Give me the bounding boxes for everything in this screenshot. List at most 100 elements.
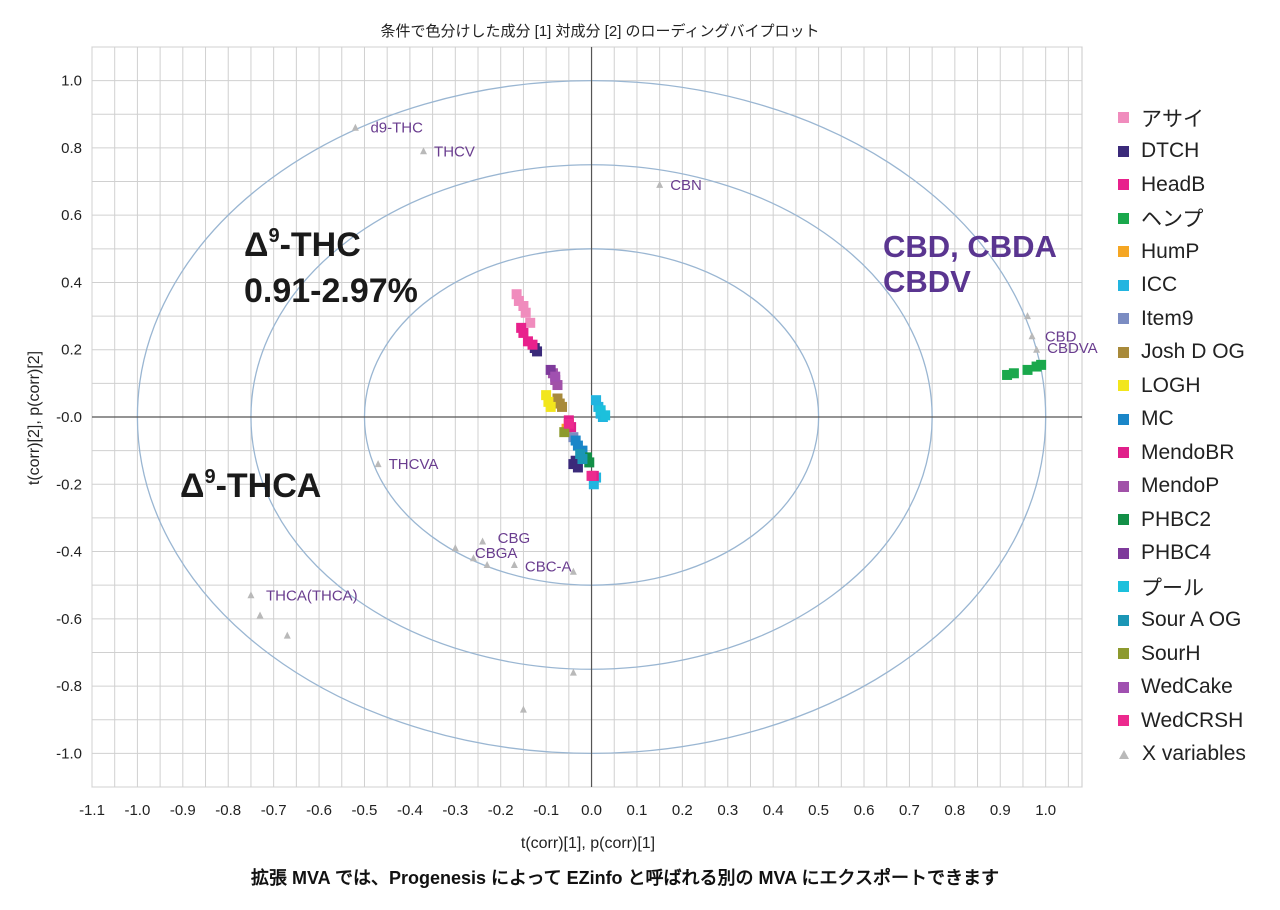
legend-item: LOGH	[1118, 369, 1246, 403]
legend-item: SourH	[1118, 637, 1246, 671]
variable-label: THCVA	[389, 456, 439, 473]
data-point	[1002, 369, 1013, 380]
x-tick-label: 0.7	[899, 802, 920, 819]
legend-label: PHBC2	[1141, 507, 1212, 531]
data-point	[518, 301, 529, 311]
x-tick-label: 0.6	[854, 802, 875, 819]
data-point	[552, 393, 563, 404]
legend-item: Josh D OG	[1118, 336, 1246, 370]
variable-marker	[656, 180, 664, 188]
data-point	[559, 427, 570, 438]
legend-label: プール	[1141, 576, 1204, 600]
legend-swatch	[1118, 413, 1129, 425]
legend-triangle-icon	[1119, 749, 1129, 759]
y-tick-label: -0.8	[56, 678, 82, 695]
variable-marker	[1024, 312, 1032, 320]
data-point	[516, 322, 527, 333]
y-tick-label: 0.2	[61, 342, 82, 359]
x-tick-labels: -1.1 -1.0 -0.9 -0.8 -0.7 -0.6 -0.5 -0.4 -0.3 -0.2…	[79, 802, 1056, 819]
data-point	[541, 390, 552, 401]
legend-swatch	[1118, 112, 1129, 124]
data-point	[518, 327, 529, 338]
legend-item: PHBC2	[1118, 503, 1246, 537]
legend-swatch	[1118, 380, 1129, 392]
x-tick-label: -0.4	[397, 802, 423, 819]
legend-label: LOGH	[1141, 373, 1201, 397]
variable-marker	[420, 147, 428, 155]
data-point	[570, 455, 581, 466]
variable-label: CBG	[498, 530, 531, 547]
annotation-thc-range: 0.91-2.97%	[244, 272, 418, 310]
y-tick-label: 0.4	[61, 274, 82, 291]
legend-label: MendoP	[1141, 474, 1220, 498]
variable-marker	[247, 591, 255, 599]
x-tick-label: -0.5	[352, 802, 378, 819]
annotation-cbd: CBD, CBDA	[883, 229, 1057, 264]
x-tick-label: -0.9	[170, 802, 196, 819]
legend-swatch	[1118, 648, 1129, 660]
variable-marker	[569, 668, 577, 676]
legend-swatch	[1118, 179, 1129, 191]
variable-marker	[483, 561, 491, 568]
legend-label: Sour A OG	[1141, 608, 1242, 632]
legend-swatch	[1118, 246, 1129, 258]
variable-label: THCA(THCA)	[266, 587, 358, 604]
x-tick-label: 0.3	[717, 802, 738, 819]
variable-marker	[510, 561, 518, 568]
y-tick-label: 0.8	[61, 140, 82, 157]
data-point	[591, 395, 602, 406]
variable-label: CBC-A	[525, 559, 572, 576]
y-tick-label: -0.6	[56, 611, 82, 628]
data-point	[557, 401, 568, 412]
data-point	[584, 457, 595, 468]
variable-marker	[519, 705, 527, 713]
x-tick-label: 0.4	[763, 802, 784, 819]
legend-swatch	[1118, 279, 1129, 291]
y-tick-label: 0.6	[61, 207, 82, 224]
y-tick-label: 1.0	[61, 73, 82, 90]
variable-marker	[351, 123, 359, 131]
annotation-thca: Δ9-THCA	[180, 466, 321, 505]
variable-label: THCV	[434, 143, 475, 160]
y-tick-label: -0.4	[56, 544, 82, 561]
legend-swatch	[1118, 313, 1129, 325]
legend-item: アサイ	[1118, 101, 1246, 135]
legend-item: プール	[1118, 570, 1246, 604]
legend-label: アサイ	[1141, 107, 1204, 131]
variable-marker	[469, 554, 477, 562]
x-tick-label: -1.1	[79, 802, 105, 819]
x-tick-label: 1.0	[1035, 802, 1056, 819]
legend-item: MC	[1118, 403, 1246, 437]
data-point	[545, 401, 556, 412]
x-tick-label: 0.1	[627, 802, 648, 819]
legend-label: Item9	[1141, 306, 1194, 330]
y-axis-label: t(corr)[2], p(corr)[2]	[26, 351, 43, 485]
legend-label: ヘンプ	[1141, 208, 1204, 232]
legend-label: ICC	[1141, 273, 1178, 297]
x-tick-label: -1.0	[124, 802, 150, 819]
legend-item: MendoP	[1118, 470, 1246, 504]
axes	[92, 47, 1082, 787]
data-point	[545, 364, 556, 375]
legend-swatch	[1118, 614, 1129, 626]
data-point	[527, 339, 538, 350]
variable-marker	[256, 611, 264, 619]
data-point	[572, 440, 583, 451]
legend-swatch	[1118, 212, 1129, 224]
legend-item: ICC	[1118, 269, 1246, 303]
y-tick-label: -0.2	[56, 476, 82, 493]
legend-label: X variables	[1142, 742, 1246, 766]
legend-label: HumP	[1141, 239, 1200, 263]
data-point	[552, 380, 563, 391]
legend-item: PHBC4	[1118, 537, 1246, 571]
biplot-chart: -1.1 -1.0 -0.9 -0.8 -0.7 -0.6 -0.5 -0.4 -0.3 -0.2…	[26, 46, 1098, 852]
variable-marker	[283, 631, 291, 639]
legend-label: HeadB	[1141, 172, 1206, 196]
legend-item: MendoBR	[1118, 436, 1246, 470]
y-tick-label: -1.0	[56, 745, 82, 762]
annotation-thc: Δ9-THC	[244, 225, 361, 264]
legend-item: ヘンプ	[1118, 202, 1246, 236]
legend-label: SourH	[1141, 641, 1201, 665]
data-point	[525, 317, 536, 328]
